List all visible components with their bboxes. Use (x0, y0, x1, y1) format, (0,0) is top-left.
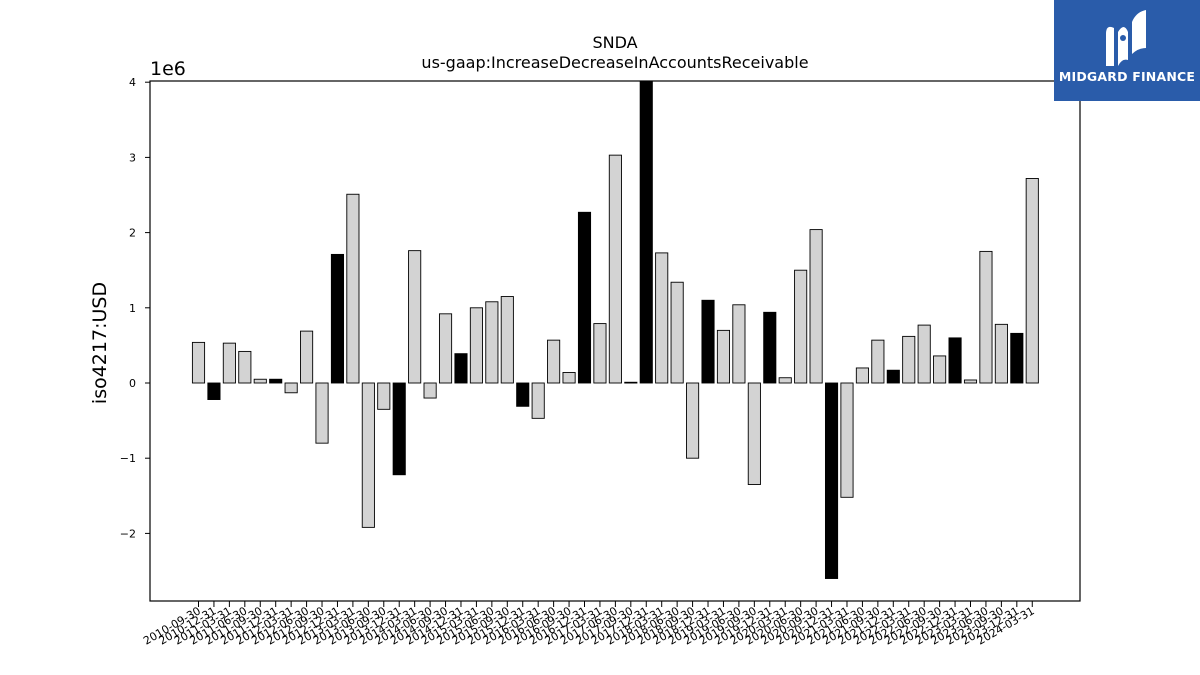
bar-2016-09-30 (562, 372, 576, 384)
bar-2012-06-30 (300, 330, 314, 384)
bar-2012-03-31 (284, 382, 298, 394)
bar-2020-03-31 (778, 377, 792, 384)
bar-2015-09-30 (500, 296, 514, 384)
bar-2011-06-30 (238, 350, 252, 384)
bar-2011-03-31 (222, 342, 236, 384)
bar-2013-06-30 (361, 382, 375, 528)
bar-2011-12-31 (269, 378, 283, 384)
chart-subtitle: us-gaap:IncreaseDecreaseInAccountsReceiv… (421, 53, 808, 72)
x-axis-ticks: 2010-09-302010-12-312011-03-312011-06-30… (141, 601, 1037, 648)
midgard-logo-icon (1106, 10, 1146, 66)
bar-2022-09-30 (933, 355, 947, 384)
bar-2023-03-31 (963, 379, 978, 384)
bar-2023-09-30 (994, 323, 1008, 384)
bar-2022-12-31 (948, 337, 962, 384)
bar-2021-09-30 (871, 339, 885, 384)
bar-2013-12-31 (392, 382, 406, 476)
y-tick-label: 0 (129, 377, 136, 390)
bar-2022-06-30 (917, 324, 931, 384)
plot-area-frame (149, 80, 1081, 602)
bar-2013-09-30 (377, 382, 391, 410)
y-axis-label: iso4217:USD (89, 282, 111, 404)
bar-2020-12-31 (824, 382, 839, 579)
chart-title: SNDA (592, 33, 637, 52)
bar-2014-09-30 (438, 313, 453, 384)
bar-2019-12-31 (763, 311, 777, 384)
bar-2015-12-31 (516, 382, 530, 407)
bar-2023-06-30 (979, 250, 993, 384)
y-axis-ticks: −2 −1 0 1 2 3 4 (120, 76, 150, 540)
bar-2018-12-31 (701, 299, 715, 384)
bar-2017-03-31 (593, 323, 607, 384)
y-tick-label: −1 (120, 452, 136, 465)
bar-2022-03-31 (902, 335, 916, 384)
bar-2018-03-31 (655, 252, 669, 384)
bar-2021-06-30 (855, 367, 869, 384)
bar-2024-03-31 (1025, 178, 1039, 384)
bar-2018-09-30 (686, 382, 700, 459)
bar-2020-06-30 (794, 269, 808, 384)
bar-2017-12-31 (639, 80, 653, 384)
bar-2013-03-31 (346, 193, 360, 384)
y-tick-label: 1 (129, 302, 136, 315)
bar-2017-09-30 (624, 381, 638, 384)
bar-2011-09-30 (253, 378, 267, 384)
bar-2010-12-31 (207, 382, 221, 400)
bar-2016-12-31 (577, 211, 592, 384)
bar-2021-03-31 (840, 382, 854, 498)
bar-2014-06-30 (423, 382, 437, 399)
bar-2019-09-30 (747, 382, 761, 485)
bar-2010-09-30 (191, 341, 206, 384)
y-tick-label: 3 (129, 151, 136, 164)
bar-2016-06-30 (547, 339, 561, 384)
y-axis-multiplier: 1e6 (150, 58, 186, 80)
bar-2014-12-31 (454, 353, 468, 384)
bar-2021-12-31 (886, 369, 900, 384)
bar-2023-12-31 (1010, 332, 1024, 384)
bar-2015-03-31 (469, 307, 483, 384)
bar-2015-06-30 (485, 301, 499, 384)
bar-2020-09-30 (809, 229, 823, 384)
bar-2019-03-31 (716, 329, 731, 384)
y-tick-label: 4 (129, 76, 136, 89)
y-tick-label: −2 (120, 527, 136, 540)
brand-logo: MIDGARD FINANCE (1054, 0, 1200, 101)
y-tick-label: 2 (129, 227, 136, 240)
bar-2014-03-31 (408, 250, 422, 384)
bar-2019-06-30 (732, 304, 746, 384)
bar-2012-09-30 (315, 382, 329, 444)
bar-2016-03-31 (531, 382, 545, 419)
bar-2017-06-30 (608, 154, 622, 384)
bar-2018-06-30 (670, 281, 684, 384)
bar-2012-12-31 (330, 253, 345, 384)
brand-name: MIDGARD FINANCE (1058, 69, 1196, 84)
bars-group (191, 80, 1039, 579)
